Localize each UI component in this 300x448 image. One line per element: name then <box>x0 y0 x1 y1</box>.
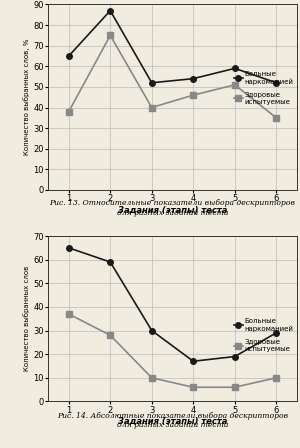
Больные
наркоманией <box>274 80 278 86</box>
Line: Здоровые
испытуемые: Здоровые испытуемые <box>66 311 279 390</box>
Здоровые
испытуемые <box>150 105 154 110</box>
Line: Больные
наркоманией: Больные наркоманией <box>66 8 279 86</box>
Здоровые
испытуемые <box>191 384 195 390</box>
Здоровые
испытуемые <box>109 332 112 338</box>
Больные
наркоманией <box>109 259 112 265</box>
Y-axis label: Количество выбранных слов: Количество выбранных слов <box>24 266 30 371</box>
Больные
наркоманией <box>109 8 112 13</box>
Здоровые
испытуемые <box>274 375 278 380</box>
Здоровые
испытуемые <box>150 375 154 380</box>
Больные
наркоманией <box>233 354 237 359</box>
Text: Рис. 13. Относительные показатели выбора дескрипторов
для разных заданий теста: Рис. 13. Относительные показатели выбора… <box>50 199 296 217</box>
Здоровые
испытуемые <box>109 33 112 38</box>
Здоровые
испытуемые <box>191 92 195 98</box>
Больные
наркоманией <box>191 76 195 82</box>
Больные
наркоманией <box>274 330 278 336</box>
Больные
наркоманией <box>150 328 154 333</box>
Больные
наркоманией <box>233 66 237 71</box>
Legend: Больные
наркоманией, Здоровые
испытуемые: Больные наркоманией, Здоровые испытуемые <box>234 319 293 352</box>
Здоровые
испытуемые <box>233 82 237 87</box>
Здоровые
испытуемые <box>67 311 70 317</box>
Здоровые
испытуемые <box>233 384 237 390</box>
Y-axis label: Количество выбранных слов, %: Количество выбранных слов, % <box>24 39 30 155</box>
Здоровые
испытуемые <box>67 109 70 114</box>
Здоровые
испытуемые <box>274 115 278 121</box>
Legend: Больные
наркоманией, Здоровые
испытуемые: Больные наркоманией, Здоровые испытуемые <box>234 71 293 105</box>
Line: Здоровые
испытуемые: Здоровые испытуемые <box>66 33 279 121</box>
Больные
наркоманией <box>150 80 154 86</box>
Text: Рис. 14. Абсолютные показатели выбора дескрипторов
для разных заданий теста: Рис. 14. Абсолютные показатели выбора де… <box>57 412 288 429</box>
Больные
наркоманией <box>191 358 195 364</box>
X-axis label: Задания (этапы) теста: Задания (этапы) теста <box>118 206 227 215</box>
Line: Больные
наркоманией: Больные наркоманией <box>66 245 279 364</box>
Больные
наркоманией <box>67 53 70 59</box>
X-axis label: Задания (этапы) теста: Задания (этапы) теста <box>118 418 227 426</box>
Больные
наркоманией <box>67 245 70 250</box>
